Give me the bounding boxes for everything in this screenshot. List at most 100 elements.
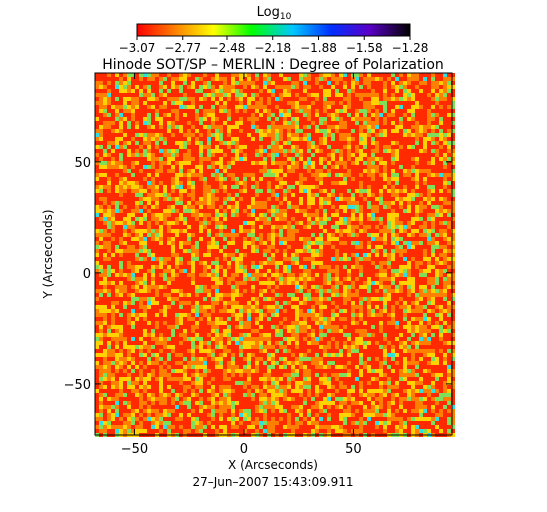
heatmap-cell xyxy=(279,93,283,97)
heatmap-cell xyxy=(243,81,247,85)
heatmap-cell xyxy=(119,77,123,81)
heatmap-cell xyxy=(423,145,427,149)
heatmap-cell xyxy=(291,121,295,125)
heatmap-cell xyxy=(375,289,379,293)
heatmap-cell xyxy=(223,233,227,237)
heatmap-cell xyxy=(191,249,195,253)
heatmap-cell xyxy=(343,241,347,245)
heatmap-cell xyxy=(379,241,383,245)
heatmap-cell xyxy=(427,89,431,93)
heatmap-cell xyxy=(415,109,419,113)
heatmap-cell xyxy=(299,241,303,245)
heatmap-cell xyxy=(171,161,175,165)
heatmap-cell xyxy=(399,289,403,293)
heatmap-cell xyxy=(283,249,287,253)
heatmap-cell xyxy=(283,89,287,93)
heatmap-cell xyxy=(311,97,315,101)
heatmap-cell xyxy=(219,261,223,265)
heatmap-cell xyxy=(99,213,103,217)
heatmap-cell xyxy=(343,93,347,97)
heatmap-cell xyxy=(391,285,395,289)
heatmap-cell xyxy=(371,269,375,273)
heatmap-cell xyxy=(307,125,311,129)
heatmap-cell xyxy=(307,153,311,157)
heatmap-cell xyxy=(411,161,415,165)
heatmap-cell xyxy=(431,209,435,213)
heatmap-cell xyxy=(331,169,335,173)
heatmap-cell xyxy=(275,189,279,193)
heatmap-cell xyxy=(167,145,171,149)
heatmap-cell xyxy=(235,81,239,85)
heatmap-cell xyxy=(335,253,339,257)
heatmap-cell xyxy=(335,249,339,253)
heatmap-cell xyxy=(167,125,171,129)
heatmap-cell xyxy=(123,213,127,217)
heatmap-cell xyxy=(367,257,371,261)
heatmap-cell xyxy=(387,245,391,249)
heatmap-cell xyxy=(403,257,407,261)
heatmap-cell xyxy=(259,125,263,129)
heatmap-cell xyxy=(227,145,231,149)
heatmap-cell xyxy=(211,261,215,265)
heatmap-cell xyxy=(419,97,423,101)
colorbar-tick-label: −2.18 xyxy=(254,41,291,55)
heatmap-cell xyxy=(135,109,139,113)
heatmap-cell xyxy=(211,137,215,141)
heatmap-cell xyxy=(323,193,327,197)
heatmap-cell xyxy=(139,237,143,241)
heatmap-cell xyxy=(351,129,355,133)
heatmap-cell xyxy=(315,97,319,101)
heatmap-cell xyxy=(299,185,303,189)
heatmap-cell xyxy=(215,273,219,277)
heatmap-cell xyxy=(175,201,179,205)
heatmap-cell xyxy=(267,225,271,229)
heatmap-cell xyxy=(415,257,419,261)
heatmap-cell xyxy=(175,153,179,157)
heatmap-cell xyxy=(371,125,375,129)
heatmap-cell xyxy=(351,157,355,161)
heatmap-cell xyxy=(147,133,151,137)
heatmap-cell xyxy=(423,285,427,289)
heatmap-cell xyxy=(359,133,363,137)
heatmap-cell xyxy=(115,225,119,229)
heatmap-cell xyxy=(159,153,163,157)
heatmap-cell xyxy=(203,113,207,117)
heatmap-cell xyxy=(111,185,115,189)
heatmap-cell xyxy=(159,185,163,189)
heatmap-cell xyxy=(159,229,163,233)
heatmap-cell xyxy=(451,193,455,197)
heatmap-cell xyxy=(431,133,435,137)
heatmap-cell xyxy=(151,181,155,185)
heatmap-cell xyxy=(231,269,235,273)
heatmap-cell xyxy=(403,153,407,157)
heatmap-cell xyxy=(151,113,155,117)
heatmap-cell xyxy=(439,249,443,253)
heatmap-cell xyxy=(267,157,271,161)
heatmap-cell xyxy=(367,165,371,169)
heatmap-cell xyxy=(143,193,147,197)
heatmap-cell xyxy=(403,157,407,161)
heatmap-cell xyxy=(143,137,147,141)
heatmap-cell xyxy=(387,273,391,277)
heatmap-cell xyxy=(311,237,315,241)
heatmap-cell xyxy=(215,77,219,81)
heatmap-cell xyxy=(379,85,383,89)
heatmap-cell xyxy=(311,133,315,137)
heatmap-cell xyxy=(435,121,439,125)
heatmap-cell xyxy=(243,209,247,213)
heatmap-cell xyxy=(183,269,187,273)
heatmap-cell xyxy=(291,261,295,265)
heatmap-cell xyxy=(211,173,215,177)
heatmap-cell xyxy=(303,161,307,165)
heatmap-cell xyxy=(219,85,223,89)
heatmap-cell xyxy=(267,233,271,237)
heatmap-cell xyxy=(355,181,359,185)
heatmap-cell xyxy=(379,273,383,277)
heatmap-cell xyxy=(243,161,247,165)
heatmap-cell xyxy=(351,189,355,193)
heatmap-cell xyxy=(211,141,215,145)
heatmap-cell xyxy=(191,177,195,181)
heatmap-cell xyxy=(275,249,279,253)
heatmap-cell xyxy=(243,141,247,145)
heatmap-cell xyxy=(415,125,419,129)
